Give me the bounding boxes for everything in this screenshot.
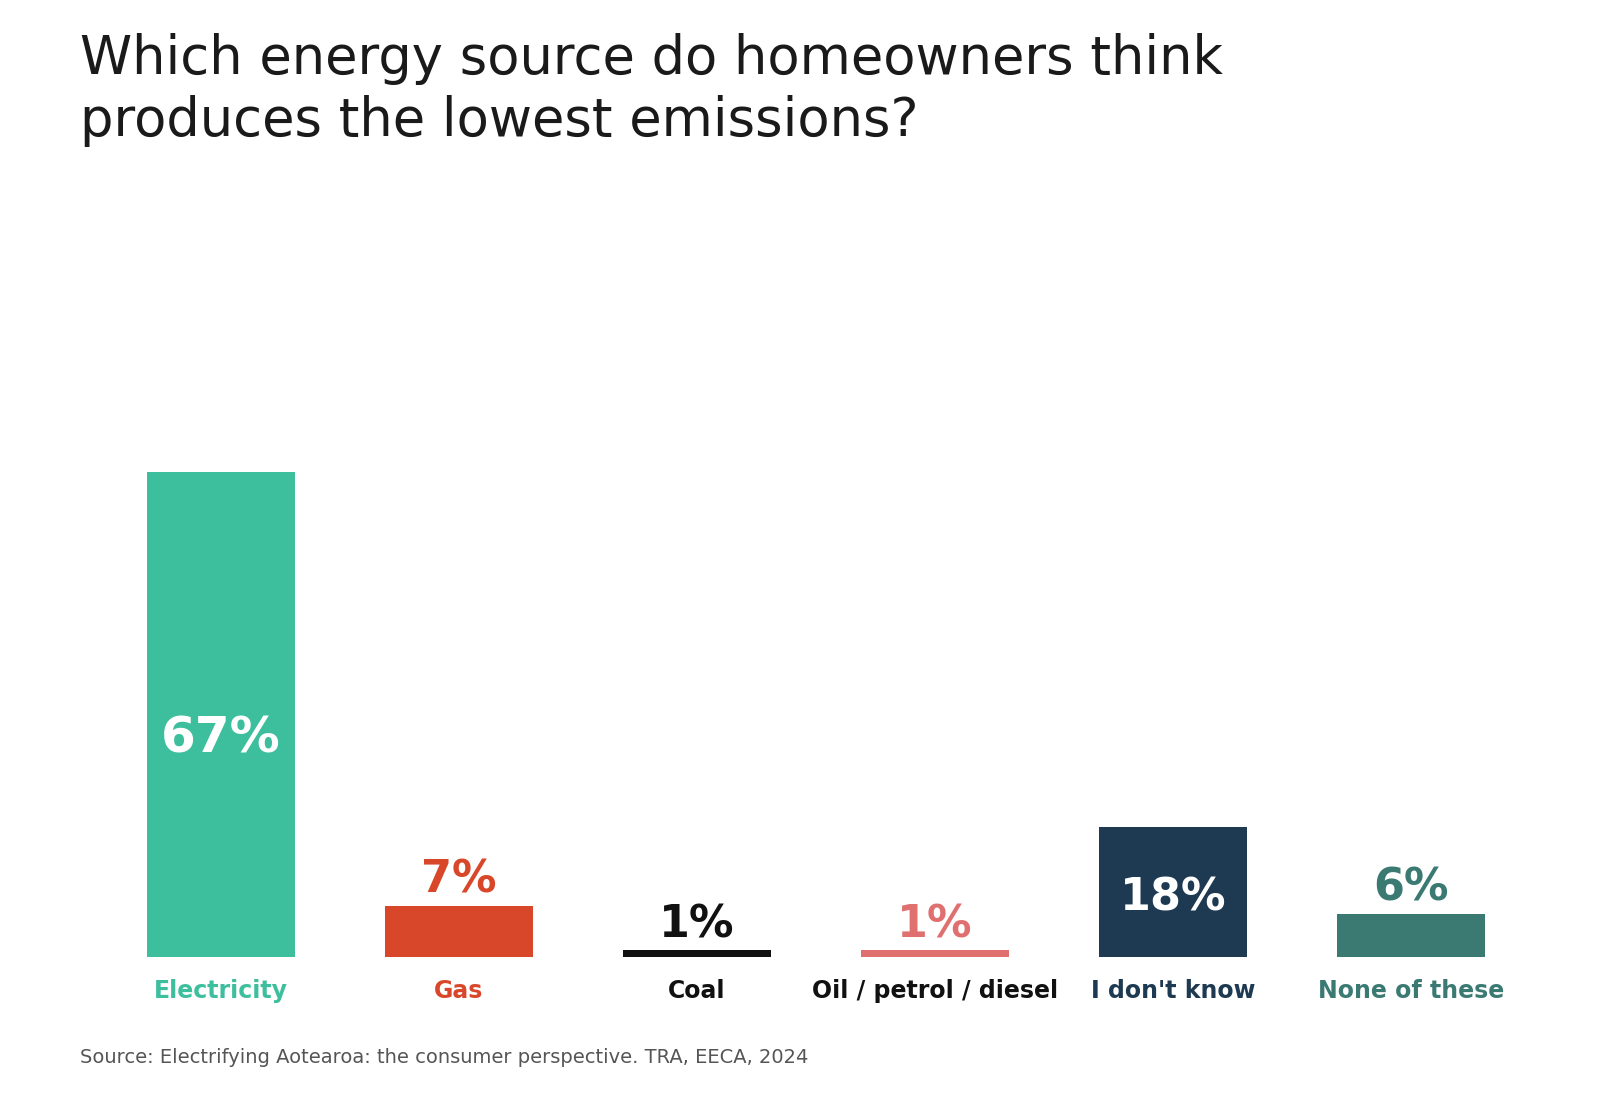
Text: Which energy source do homeowners think
produces the lowest emissions?: Which energy source do homeowners think …	[80, 33, 1222, 147]
Text: 1%: 1%	[659, 904, 734, 947]
Bar	[1338, 913, 1485, 957]
Text: Source: Electrifying Aotearoa: the consumer perspective. TRA, EECA, 2024: Source: Electrifying Aotearoa: the consu…	[80, 1048, 808, 1067]
Bar	[147, 472, 294, 957]
Text: 1%: 1%	[898, 904, 973, 947]
Bar	[622, 949, 771, 957]
Text: 67%: 67%	[162, 715, 280, 762]
Bar	[1099, 826, 1246, 957]
Bar	[861, 949, 1010, 957]
Text: 18%: 18%	[1120, 877, 1227, 920]
Bar	[386, 906, 533, 957]
Text: 7%: 7%	[421, 859, 496, 902]
Text: 6%: 6%	[1373, 866, 1450, 910]
